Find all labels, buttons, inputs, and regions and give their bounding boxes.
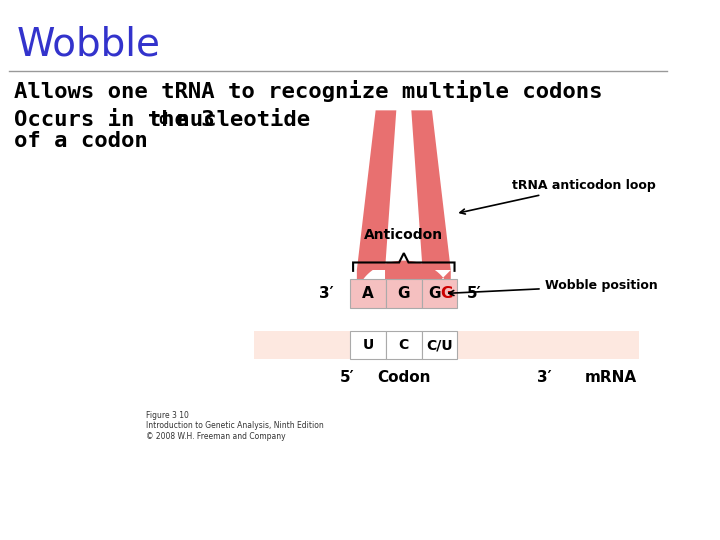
- FancyBboxPatch shape: [422, 331, 457, 359]
- Text: 3′: 3′: [537, 370, 552, 386]
- Text: Allows one tRNA to recognize multiple codons: Allows one tRNA to recognize multiple co…: [14, 80, 603, 102]
- Text: of a codon: of a codon: [14, 131, 148, 151]
- Text: mRNA: mRNA: [585, 370, 636, 386]
- Text: 5′: 5′: [340, 370, 355, 386]
- Polygon shape: [411, 110, 451, 270]
- FancyBboxPatch shape: [422, 279, 457, 308]
- Text: Codon: Codon: [377, 370, 431, 386]
- Polygon shape: [357, 261, 451, 298]
- FancyBboxPatch shape: [253, 331, 639, 359]
- Text: nucleotide: nucleotide: [163, 110, 310, 130]
- Text: A: A: [362, 286, 374, 301]
- Text: C: C: [399, 338, 409, 352]
- FancyBboxPatch shape: [351, 279, 386, 308]
- Text: tRNA anticodon loop: tRNA anticodon loop: [460, 179, 655, 214]
- Text: rd: rd: [150, 112, 169, 127]
- Text: Occurs in the 3: Occurs in the 3: [14, 110, 215, 130]
- Text: Wobble: Wobble: [17, 26, 161, 64]
- Text: G: G: [428, 286, 441, 301]
- Text: U: U: [362, 338, 374, 352]
- Text: Anticodon: Anticodon: [364, 228, 444, 242]
- Text: Wobble position: Wobble position: [449, 280, 657, 295]
- Text: 3′: 3′: [320, 286, 334, 301]
- Text: 5′: 5′: [467, 286, 482, 301]
- FancyBboxPatch shape: [386, 279, 422, 308]
- Text: Figure 3 10
Introduction to Genetic Analysis, Ninth Edition
© 2008 W.H. Freeman : Figure 3 10 Introduction to Genetic Anal…: [145, 411, 323, 441]
- Text: G: G: [441, 286, 453, 301]
- Text: C/U: C/U: [426, 338, 453, 352]
- Text: G: G: [397, 286, 410, 301]
- Polygon shape: [357, 110, 396, 270]
- FancyBboxPatch shape: [386, 331, 422, 359]
- FancyBboxPatch shape: [351, 331, 386, 359]
